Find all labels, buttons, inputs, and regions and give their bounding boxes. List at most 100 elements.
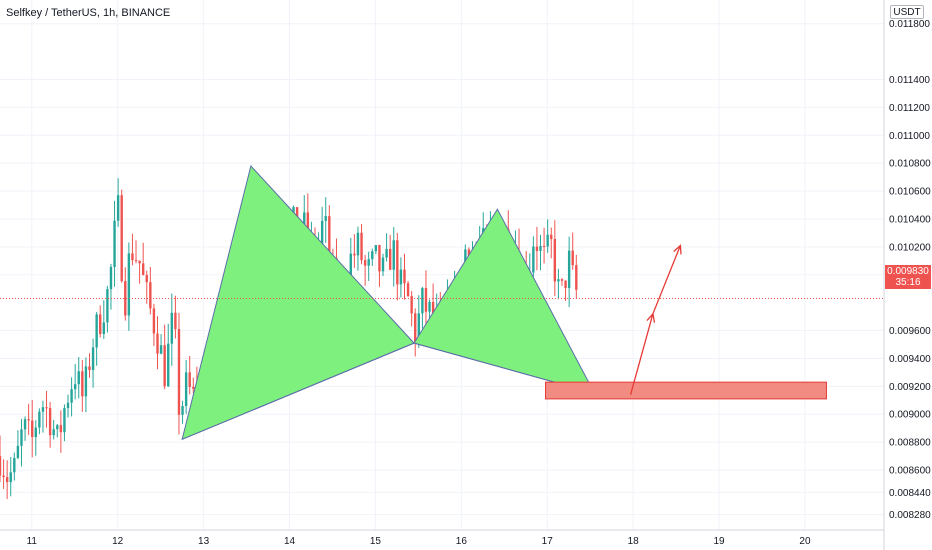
arrow-head-1: [673, 244, 682, 255]
candle-body-40: [141, 263, 145, 275]
candle-body-111: [396, 240, 399, 285]
candle-body-7: [23, 419, 27, 430]
candle-body-156: [557, 279, 560, 282]
candle-body-21: [73, 384, 77, 390]
candle-body-3: [9, 472, 12, 483]
candle-body-103: [367, 259, 370, 266]
arrow-line-0[interactable]: [629, 313, 654, 395]
candle-body-105: [374, 245, 378, 252]
time-tick-label: 11: [27, 536, 38, 547]
price-tick-label: 0.011800: [889, 19, 930, 30]
time-tick-label: 17: [542, 536, 554, 547]
price-tick-label: 0.011000: [889, 131, 930, 142]
symbol-title[interactable]: Selfkey / TetherUS, 1h, BINANCE: [6, 7, 171, 19]
candle-body-17: [59, 425, 63, 433]
candle-body-41: [145, 274, 148, 283]
candle-body-44: [156, 333, 159, 354]
candle-body-43: [152, 308, 156, 334]
pattern-leg-xb: [181, 342, 415, 440]
target-zone[interactable]: [545, 381, 827, 400]
grid: [0, 0, 884, 530]
candle-body-161: [575, 265, 578, 290]
candle-body-11: [38, 411, 41, 428]
candle-body-25: [88, 366, 91, 371]
candle-body-85: [303, 212, 306, 227]
candle-body-106: [378, 245, 381, 272]
candle-body-4: [13, 457, 16, 473]
price-tick-label: 0.009600: [889, 326, 931, 337]
projection-arrows[interactable]: [629, 244, 682, 395]
candle-body-52: [184, 372, 188, 407]
candle-body-92: [328, 216, 331, 257]
price-axis[interactable]: 0.011800 0.011400 0.011200 0.011000 0.010800…: [889, 19, 931, 521]
candle-body-26: [91, 347, 95, 371]
candle-body-110: [392, 240, 395, 270]
candle-countdown: 35:16: [895, 277, 921, 288]
price-tick-label: 0.008800: [889, 438, 931, 449]
candle-body-10: [34, 427, 37, 438]
candle-body-48: [170, 312, 174, 344]
time-tick-label: 14: [284, 536, 296, 547]
candle-body-119: [424, 287, 428, 312]
price-tick-label: 0.010400: [889, 214, 931, 225]
candle-body-107: [381, 257, 385, 272]
last-price-tag: 0.009830 35:16: [885, 265, 931, 289]
candle-body-47: [167, 343, 170, 387]
candle-body-91: [324, 216, 327, 221]
last-price-value: 0.009830: [887, 266, 929, 277]
candle-body-45: [159, 345, 163, 354]
candle-body-2: [5, 477, 9, 483]
candle-body-99: [353, 253, 356, 256]
price-tick-label: 0.009400: [889, 354, 931, 365]
candle-body-36: [127, 253, 131, 316]
candle-body-150: [535, 246, 539, 251]
pattern-triangle-xab[interactable]: [181, 164, 415, 441]
candle-body-50: [177, 329, 181, 415]
candle-body-8: [27, 419, 30, 421]
price-tick-label: 0.008600: [889, 466, 931, 477]
candle-body-46: [163, 345, 166, 387]
candle-body-33: [116, 195, 120, 221]
candle-body-160: [571, 250, 574, 266]
candle-body-157: [560, 279, 564, 281]
candle-body-114: [406, 283, 410, 297]
candle-body-18: [63, 408, 66, 433]
harmonic-pattern[interactable]: [181, 164, 596, 441]
time-tick-label: 18: [628, 536, 640, 547]
pattern-triangle-bcd[interactable]: [413, 208, 596, 395]
price-tick-label: 0.010800: [889, 159, 931, 170]
candle-body-149: [532, 246, 535, 273]
candle-body-86: [306, 212, 310, 240]
target-zone-rect[interactable]: [545, 381, 827, 400]
price-tick-label: 0.009000: [889, 410, 931, 421]
candle-body-152: [542, 245, 546, 247]
time-tick-label: 19: [713, 536, 725, 547]
candle-body-1: [2, 475, 5, 478]
candle-body-30: [106, 289, 109, 323]
price-tick-label: 0.008440: [889, 488, 931, 499]
arrow-line-1[interactable]: [652, 245, 681, 315]
candle-body-9: [31, 420, 34, 438]
candle-body-5: [16, 445, 20, 458]
candle-body-120: [428, 301, 431, 312]
time-tick-label: 13: [198, 536, 210, 547]
candle-body-115: [410, 296, 413, 314]
candle-body-112: [399, 269, 403, 285]
candle-body-29: [102, 322, 106, 335]
candle-body-90: [320, 220, 324, 245]
candle-body-118: [421, 287, 424, 314]
candle-body-130: [464, 249, 467, 270]
candle-body-100: [356, 232, 360, 256]
candle-body-117: [417, 313, 421, 343]
candle-body-24: [84, 366, 88, 397]
candle-body-158: [564, 280, 567, 289]
time-axis[interactable]: 11 12 13 14 15 16 17 18 19 20: [27, 536, 811, 547]
price-tick-label: 0.008280: [889, 510, 931, 521]
candle-body-37: [131, 253, 134, 261]
candle-body-34: [120, 195, 123, 282]
currency-badge[interactable]: USDT: [890, 5, 924, 19]
candle-body-101: [360, 232, 363, 261]
candle-body-14: [48, 408, 52, 436]
